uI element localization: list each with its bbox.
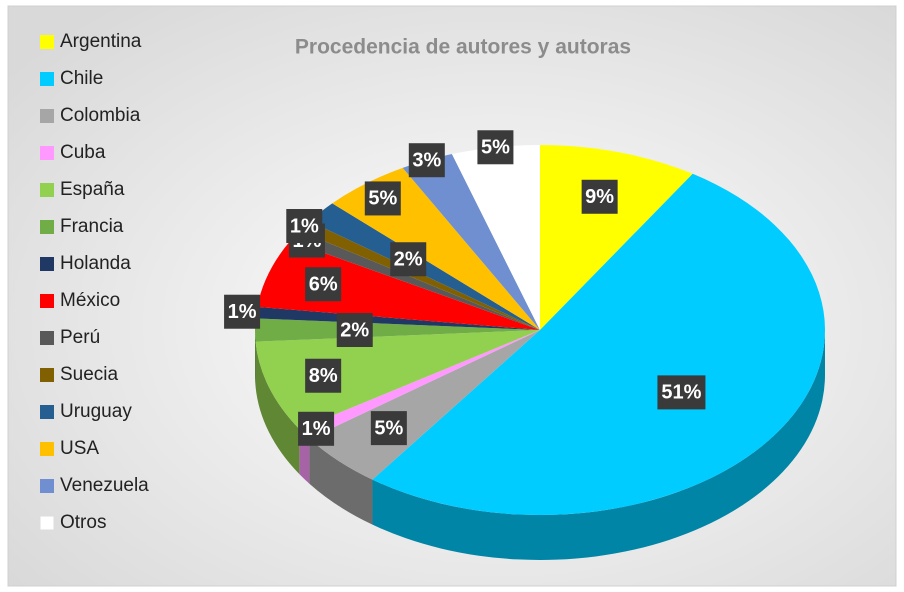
data-label-box <box>286 209 323 244</box>
legend-label: Holanda <box>60 253 131 274</box>
slice <box>372 173 825 515</box>
slice <box>257 240 540 330</box>
data-label: 3% <box>412 149 441 171</box>
legend-swatch <box>40 220 54 234</box>
data-label-box <box>370 411 407 446</box>
data-label: 2% <box>340 319 369 341</box>
data-label: 51% <box>661 382 701 404</box>
data-label: 1% <box>290 215 319 237</box>
legend-swatch <box>40 257 54 271</box>
slice <box>299 330 540 439</box>
data-label: 1% <box>228 301 257 323</box>
legend-label: Suecia <box>60 364 119 385</box>
legend-label: Chile <box>60 68 103 89</box>
legend-swatch <box>40 35 54 49</box>
data-label: 5% <box>368 188 397 210</box>
legend-swatch <box>40 331 54 345</box>
slice-side <box>309 438 373 525</box>
slice <box>309 330 540 480</box>
legend-label: Cuba <box>60 142 106 163</box>
data-label: 8% <box>309 365 338 387</box>
slice <box>540 145 693 330</box>
legend-swatch <box>40 146 54 160</box>
slice-side <box>255 330 256 387</box>
legend-swatch <box>40 479 54 493</box>
legend-label: Uruguay <box>60 401 132 422</box>
legend-swatch <box>40 109 54 123</box>
slice-side <box>372 330 825 560</box>
data-label-box <box>364 181 401 216</box>
slice <box>255 330 540 430</box>
legend-swatch <box>40 72 54 86</box>
slice <box>254 318 540 342</box>
data-label: 9% <box>585 186 614 208</box>
legend-swatch <box>40 294 54 308</box>
data-label: 5% <box>374 417 403 439</box>
legend-label: Perú <box>60 327 100 348</box>
legend-label: Argentina <box>60 31 142 52</box>
legend-swatch <box>40 368 54 382</box>
legend-label: Venezuela <box>60 475 149 496</box>
legend-swatch <box>40 183 54 197</box>
data-label-box <box>305 358 342 393</box>
legend-label: España <box>60 179 125 200</box>
legend-label: Francia <box>60 216 124 237</box>
data-label: 6% <box>309 274 338 296</box>
legend-label: Otros <box>60 512 106 533</box>
data-label-box <box>298 411 335 446</box>
slice <box>290 230 540 330</box>
legend-swatch <box>39 515 55 531</box>
data-label-box <box>657 375 706 410</box>
data-label-box <box>408 143 445 178</box>
data-label-box <box>224 294 261 329</box>
data-label-box <box>305 267 342 302</box>
slice <box>402 154 540 330</box>
data-label-box <box>390 242 427 277</box>
data-label-box <box>336 313 373 347</box>
slice <box>255 306 540 330</box>
chart-title: Procedencia de autores y autoras <box>295 36 631 59</box>
legend-swatch <box>40 442 54 456</box>
data-label: 1% <box>302 418 331 440</box>
legend-label: USA <box>60 438 99 459</box>
legend-label: Colombia <box>60 105 141 126</box>
slice-side <box>255 341 300 475</box>
data-label: 2% <box>394 249 423 271</box>
legend-label: México <box>60 290 120 311</box>
data-label-box <box>581 179 618 214</box>
slice <box>451 145 540 330</box>
data-label: 5% <box>481 137 510 159</box>
data-label-box <box>477 130 514 165</box>
legend-swatch <box>40 405 54 419</box>
